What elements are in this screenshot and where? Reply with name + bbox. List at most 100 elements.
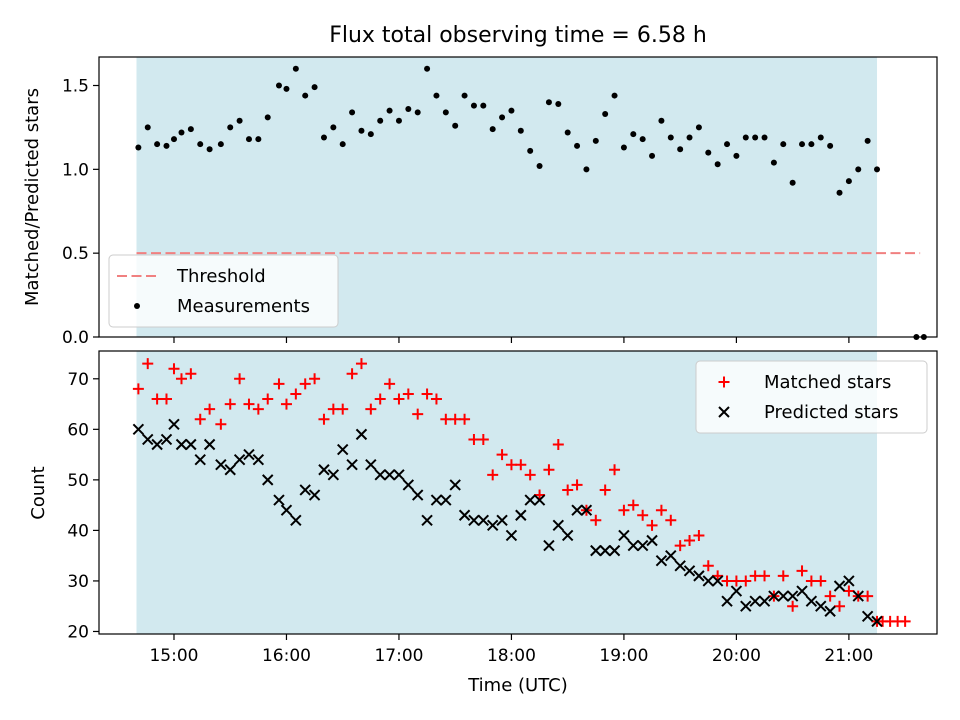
matched-point bbox=[393, 393, 405, 405]
measurement-point bbox=[135, 144, 142, 151]
predicted-point bbox=[561, 529, 574, 542]
predicted-point bbox=[740, 600, 752, 612]
predicted-point bbox=[374, 469, 386, 481]
matched-point bbox=[759, 570, 771, 582]
measurement-point bbox=[330, 124, 337, 131]
predicted-point bbox=[151, 438, 163, 451]
matched-point bbox=[730, 575, 742, 587]
measurement-point bbox=[592, 137, 599, 144]
measurement-point bbox=[461, 92, 468, 99]
measurement-point bbox=[424, 65, 431, 72]
predicted-point bbox=[496, 514, 508, 527]
predicted-point bbox=[252, 453, 265, 466]
matched-point bbox=[168, 363, 180, 375]
predicted-point bbox=[693, 570, 705, 582]
measurement-point bbox=[874, 166, 881, 173]
measurement-point bbox=[470, 102, 477, 109]
measurement-point bbox=[170, 136, 177, 143]
predicted-point bbox=[468, 514, 480, 527]
predicted-point bbox=[815, 600, 827, 612]
measurement-point bbox=[602, 111, 609, 118]
measurement-point bbox=[705, 149, 712, 156]
measurement-point bbox=[527, 147, 534, 154]
matched-point bbox=[412, 408, 424, 420]
predicted-point bbox=[449, 479, 461, 491]
matched-point bbox=[646, 519, 658, 531]
matched-point bbox=[749, 570, 761, 582]
ratio-ylabel: Matched/Predicted stars bbox=[22, 88, 43, 306]
measurement-point bbox=[583, 166, 590, 173]
measurement-point bbox=[639, 136, 646, 143]
predicted-point bbox=[805, 595, 818, 607]
measurement-point bbox=[836, 189, 843, 196]
matched-point bbox=[552, 438, 564, 450]
measurement-point bbox=[302, 92, 309, 99]
measurement-point bbox=[845, 178, 852, 185]
measurement-point bbox=[275, 82, 282, 89]
matched-point bbox=[215, 418, 227, 430]
predicted-point bbox=[833, 580, 846, 592]
matched-point bbox=[665, 514, 677, 526]
measurement-point bbox=[358, 127, 365, 134]
predicted-point bbox=[627, 539, 640, 552]
matched-point bbox=[693, 529, 705, 541]
measurement-point bbox=[163, 142, 170, 149]
matched-point bbox=[655, 504, 667, 516]
matched-point bbox=[777, 570, 789, 582]
predicted-point bbox=[730, 585, 743, 597]
predicted-point bbox=[458, 509, 471, 521]
predicted-point bbox=[185, 438, 197, 451]
predicted-point bbox=[702, 575, 714, 587]
predicted-point bbox=[711, 575, 724, 587]
predicted-point bbox=[777, 590, 789, 602]
matched-point bbox=[194, 413, 206, 425]
matched-point bbox=[273, 378, 285, 390]
predicted-point bbox=[337, 443, 349, 456]
predicted-point bbox=[299, 484, 311, 496]
measurement-point bbox=[761, 134, 768, 141]
predicted-point bbox=[852, 590, 864, 602]
matched-point bbox=[421, 388, 433, 400]
measurement-point bbox=[508, 107, 515, 114]
measurement-point bbox=[864, 137, 871, 144]
measurement-point bbox=[827, 142, 834, 149]
ratio-panel-frame bbox=[98, 56, 938, 338]
legend-handle bbox=[718, 406, 730, 418]
predicted-point bbox=[524, 494, 536, 506]
matched-point bbox=[318, 413, 330, 425]
y-tick-label: 0.5 bbox=[62, 244, 89, 264]
count-panel: 20 30 40 50 60 70 15:00 16:00 17:00 18:00 19:00 20:… bbox=[28, 350, 938, 696]
matched-point bbox=[674, 540, 686, 552]
predicted-point bbox=[440, 494, 452, 506]
predicted-point bbox=[160, 433, 173, 446]
measurement-point bbox=[667, 134, 674, 141]
measurement-point bbox=[414, 109, 421, 116]
matched-point bbox=[299, 378, 311, 390]
predicted-point bbox=[132, 423, 145, 436]
predicted-point bbox=[515, 509, 527, 521]
predicted-point bbox=[599, 544, 611, 557]
matched-point bbox=[721, 575, 733, 587]
measurement-point bbox=[264, 114, 271, 121]
matched-point bbox=[805, 575, 817, 587]
measurement-point bbox=[780, 141, 787, 148]
predicted-point bbox=[327, 469, 340, 481]
predicted-point bbox=[683, 565, 696, 577]
predicted-point bbox=[590, 544, 602, 557]
matched-point bbox=[609, 464, 621, 476]
predicted-point bbox=[273, 494, 285, 506]
matched-point bbox=[355, 358, 367, 370]
predicted-point bbox=[365, 458, 377, 471]
measurement-point bbox=[377, 117, 384, 124]
measurement-point bbox=[733, 152, 740, 159]
matched-point bbox=[515, 459, 527, 471]
matched-point bbox=[175, 373, 187, 385]
measurement-point bbox=[677, 146, 684, 153]
matched-point bbox=[374, 393, 386, 405]
measurement-point bbox=[206, 146, 213, 153]
count-ylabel: Count bbox=[28, 466, 49, 519]
measurement-point bbox=[311, 84, 318, 91]
matched-point bbox=[204, 403, 216, 415]
measurement-point bbox=[154, 141, 161, 148]
x-tick-label: 20:00 bbox=[712, 646, 761, 666]
